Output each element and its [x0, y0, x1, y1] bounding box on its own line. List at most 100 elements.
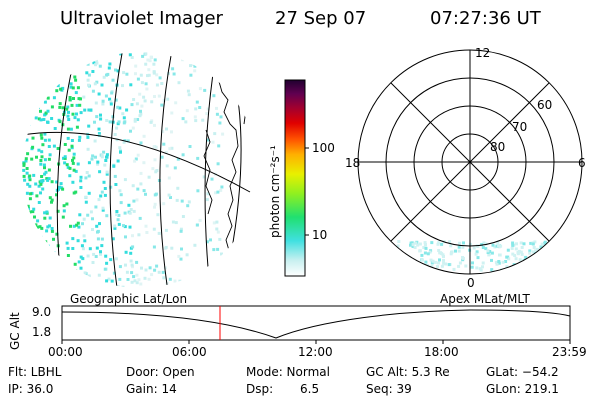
- emission-pixel: [505, 275, 508, 278]
- emission-pixel: [53, 81, 57, 84]
- emission-pixel: [40, 180, 44, 184]
- emission-pixel: [418, 266, 422, 270]
- emission-pixel: [61, 187, 65, 191]
- time-tick-0000: 00:00: [48, 345, 83, 359]
- emission-pixel: [73, 273, 77, 276]
- emission-pixel: [34, 105, 38, 109]
- instrument-title: Ultraviolet Imager: [60, 8, 223, 29]
- emission-pixel: [50, 198, 54, 202]
- emission-pixel: [185, 109, 189, 113]
- emission-pixel: [79, 280, 83, 284]
- emission-pixel: [36, 219, 40, 223]
- emission-pixel: [48, 196, 52, 200]
- emission-pixel: [131, 234, 134, 238]
- emission-pixel: [56, 209, 60, 213]
- emission-pixel: [184, 120, 188, 124]
- emission-pixel: [213, 132, 217, 136]
- emission-pixel: [52, 59, 56, 63]
- emission-pixel: [510, 246, 514, 250]
- emission-pixel: [413, 246, 417, 249]
- emission-pixel: [495, 272, 499, 274]
- colorbar-tick-10: 10: [312, 228, 328, 242]
- emission-pixel: [61, 55, 65, 59]
- emission-pixel: [66, 266, 70, 270]
- emission-pixel: [516, 252, 520, 256]
- emission-pixel: [71, 112, 75, 116]
- emission-pixel: [123, 178, 127, 182]
- emission-pixel: [511, 241, 515, 245]
- emission-pixel: [393, 260, 396, 264]
- emission-pixel: [138, 216, 142, 220]
- emission-pixel: [403, 260, 407, 264]
- emission-pixel: [92, 252, 96, 256]
- emission-pixel: [160, 103, 164, 107]
- emission-pixel: [501, 260, 505, 264]
- emission-pixel: [441, 274, 444, 277]
- emission-pixel: [82, 234, 86, 238]
- emission-pixel: [208, 70, 212, 74]
- emission-pixel: [105, 153, 109, 157]
- emission-pixel: [73, 116, 77, 120]
- emission-pixel: [116, 159, 120, 163]
- emission-pixel: [128, 211, 132, 215]
- emission-pixel: [79, 111, 83, 115]
- emission-pixel: [68, 98, 72, 102]
- emission-pixel: [31, 210, 35, 214]
- emission-pixel: [134, 72, 137, 76]
- emission-pixel: [31, 145, 35, 149]
- emission-pixel: [77, 225, 81, 229]
- status-filter: Flt: LBHL: [8, 365, 62, 379]
- emission-pixel: [100, 54, 104, 57]
- emission-pixel: [147, 68, 151, 72]
- emission-pixel: [67, 148, 71, 152]
- emission-pixel: [114, 98, 118, 102]
- emission-pixel: [520, 246, 524, 249]
- emission-pixel: [91, 228, 94, 231]
- emission-pixel: [484, 242, 488, 246]
- emission-pixel: [493, 245, 497, 249]
- emission-pixel: [121, 84, 124, 88]
- emission-pixel: [57, 187, 60, 191]
- emission-pixel: [32, 207, 36, 211]
- emission-pixel: [73, 273, 77, 276]
- status-mode: Mode: Normal: [246, 365, 330, 379]
- emission-pixel: [39, 182, 43, 186]
- status-dsp-label: Dsp:: [246, 382, 274, 396]
- emission-pixel: [76, 221, 80, 225]
- emission-pixel: [83, 239, 87, 243]
- emission-pixel: [95, 224, 99, 228]
- time-tick-2359: 23:59: [552, 345, 587, 359]
- emission-pixel: [108, 97, 112, 101]
- emission-pixel: [178, 279, 182, 283]
- emission-pixel: [136, 77, 140, 81]
- emission-pixel: [385, 248, 389, 252]
- emission-pixel: [211, 140, 215, 144]
- gc-alt-axis-label: GC Alt: [8, 312, 22, 350]
- emission-pixel: [33, 215, 36, 219]
- emission-pixel: [215, 106, 218, 110]
- emission-pixel: [181, 215, 185, 218]
- emission-pixel: [208, 55, 212, 59]
- emission-pixel: [152, 71, 156, 75]
- emission-pixel: [24, 157, 28, 161]
- emission-pixel: [42, 163, 46, 167]
- emission-pixel: [476, 276, 479, 279]
- emission-pixel: [46, 80, 50, 84]
- emission-pixel: [440, 276, 443, 279]
- emission-pixel: [393, 258, 397, 262]
- emission-pixel: [189, 64, 192, 68]
- emission-pixel: [144, 224, 148, 228]
- emission-pixel: [504, 275, 507, 278]
- emission-pixel: [29, 88, 33, 92]
- altitude-timeline: [61, 305, 571, 344]
- emission-pixel: [59, 68, 63, 72]
- emission-pixel: [119, 150, 122, 154]
- emission-pixel: [131, 184, 135, 188]
- emission-pixel: [462, 276, 465, 279]
- emission-pixel: [62, 204, 66, 208]
- mlat-label-60: 60: [537, 98, 553, 112]
- emission-pixel: [533, 240, 537, 244]
- emission-pixel: [63, 143, 67, 146]
- emission-pixel: [25, 191, 29, 195]
- emission-pixel: [53, 276, 57, 280]
